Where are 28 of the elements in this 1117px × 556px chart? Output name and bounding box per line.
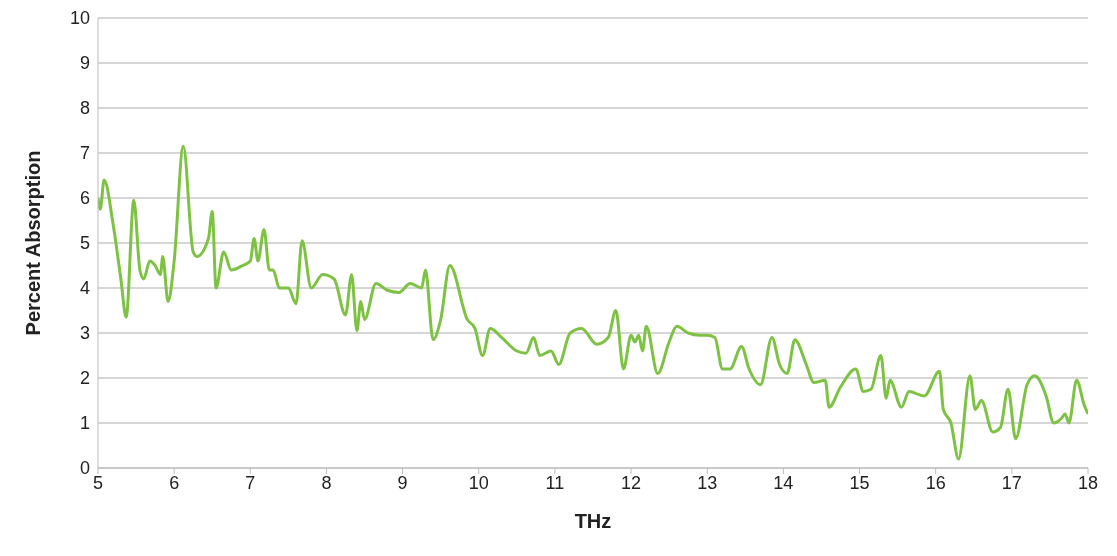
x-tick-label: 14	[773, 472, 794, 493]
y-axis-title: Percent Absorption	[22, 150, 45, 336]
x-tick-label: 10	[468, 472, 489, 493]
x-tick-label: 18	[1077, 472, 1099, 493]
y-tick-label: 0	[79, 458, 90, 479]
y-tick-label: 2	[79, 368, 90, 389]
x-axis-title: THz	[574, 510, 612, 532]
y-tick-label: 4	[79, 278, 90, 299]
y-tick-label: 3	[79, 323, 90, 344]
line-series	[98, 144, 1088, 461]
x-tick-label: 9	[397, 472, 408, 493]
x-tick-label: 6	[169, 472, 180, 493]
y-tick-label: 6	[79, 188, 90, 209]
y-tick-label: 5	[79, 233, 90, 254]
x-tick-label: 17	[1001, 472, 1022, 493]
x-tick-label: 7	[245, 472, 256, 493]
y-tick-label: 8	[79, 98, 90, 119]
x-tick-label: 12	[621, 472, 642, 493]
x-tick-label: 16	[925, 472, 946, 493]
y-tick-label: 7	[79, 143, 90, 164]
x-tick-label: 11	[545, 472, 565, 493]
x-tick-label: 13	[697, 472, 718, 493]
x-tick-label: 15	[849, 472, 870, 493]
y-tick-label: 1	[79, 413, 90, 434]
x-tick-label: 5	[92, 472, 104, 493]
y-tick-label: 9	[79, 53, 90, 74]
x-tick-label: 8	[321, 472, 332, 493]
y-tick-label: 10	[69, 8, 90, 29]
